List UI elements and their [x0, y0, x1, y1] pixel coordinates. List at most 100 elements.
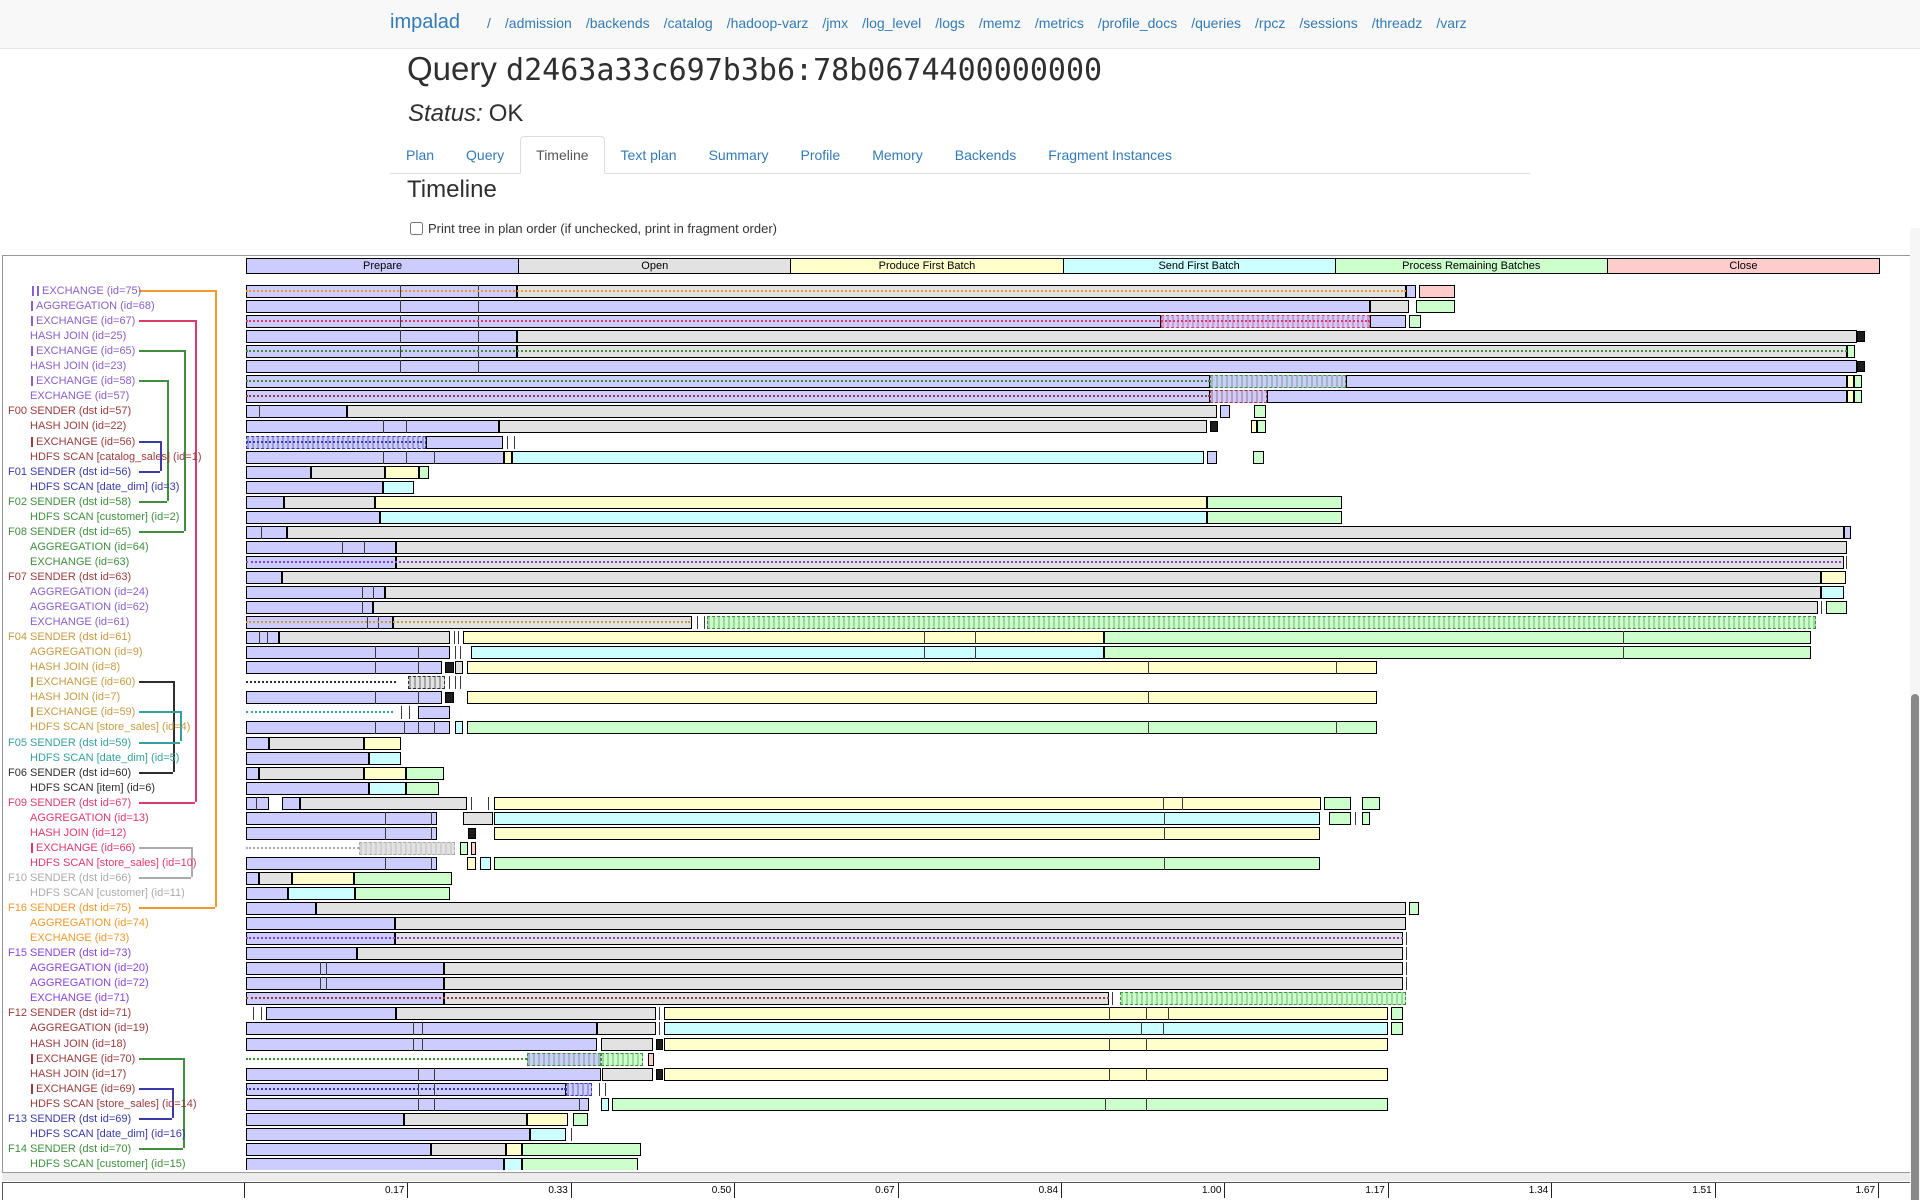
phase-segment-s: [530, 1127, 567, 1141]
timeline-bar: [246, 360, 1880, 374]
nav-link-[interactable]: /: [487, 15, 491, 31]
phase-segment-o: [407, 676, 446, 690]
phase-segment-p: [425, 435, 503, 449]
bar-tick: [326, 977, 328, 991]
phase-segment-f: [466, 661, 1377, 675]
bar-tick: [924, 631, 926, 645]
bar-tick: [1108, 1037, 1110, 1051]
nav-link-threadz[interactable]: /threadz: [1371, 15, 1423, 31]
exchange-dotted-link: [246, 290, 1407, 292]
tab-query[interactable]: Query: [466, 147, 505, 163]
status-label: Status:: [408, 100, 483, 127]
fragment-id-label: F10: [8, 871, 27, 884]
phase-segment-g: [1252, 450, 1264, 464]
tree-node-label: EXCHANGE (id=63): [30, 555, 130, 568]
bar-tick: [342, 540, 344, 554]
vertical-scrollbar-track[interactable]: [1910, 228, 1920, 1200]
bar-tick: [1821, 601, 1823, 615]
tab-summary[interactable]: Summary: [708, 147, 769, 163]
bar-marker: [445, 692, 454, 704]
bar-tick: [448, 676, 450, 690]
horizontal-scrollbar[interactable]: [2, 1173, 1914, 1181]
nav-link-catalog[interactable]: /catalog: [663, 15, 713, 31]
timeline-canvas: Prepare Open Produce First Batch Send First…: [2, 255, 1916, 1173]
nav-link-queries[interactable]: /queries: [1191, 15, 1242, 31]
nav-link-jmx[interactable]: /jmx: [822, 15, 849, 31]
timeline-bar: [246, 330, 1880, 344]
exchange-sender-connector: [139, 771, 173, 774]
bar-tick: [433, 450, 435, 464]
timeline-bar: [246, 721, 1880, 735]
tree-indent-guide: [31, 346, 33, 357]
tab-profile[interactable]: Profile: [800, 147, 841, 163]
phase-segment-p: [1206, 450, 1217, 464]
nav-link-backends[interactable]: /backends: [585, 15, 650, 31]
phase-segment-p: [246, 1037, 598, 1051]
phase-segment-f: [505, 1142, 523, 1156]
bar-tick: [430, 811, 432, 825]
phase-segment-f: [527, 1112, 568, 1126]
phase-segment-g: [522, 1142, 642, 1156]
phase-segment-g: [1409, 315, 1421, 329]
legend-phase-prepare: Prepare: [246, 258, 520, 274]
tab-text-plan[interactable]: Text plan: [620, 147, 677, 163]
timeline-bar: [246, 601, 1880, 615]
bar-tick: [399, 360, 401, 374]
bar-tick: [1147, 661, 1149, 675]
phase-segment-f: [363, 766, 407, 780]
exchange-dotted-link: [246, 681, 397, 684]
timeline-bar: [246, 856, 1880, 870]
phase-segment-p: [1406, 285, 1416, 298]
phase-segment-p: [1844, 525, 1851, 539]
tree-indent-guide: [32, 286, 34, 296]
tree-indent-guide: [31, 677, 33, 688]
phase-segment-p: [246, 570, 282, 584]
nav-link-sessions[interactable]: /sessions: [1299, 15, 1358, 31]
phase-segment-s: [379, 510, 1207, 524]
fragment-id-label: F14: [8, 1142, 27, 1155]
phase-segment-o: [443, 977, 1403, 991]
phase-segment-p: [246, 1142, 431, 1156]
impalad-brand-link[interactable]: impalad: [390, 11, 461, 33]
phase-segment-s: [288, 887, 356, 900]
nav-link-logs[interactable]: /logs: [935, 15, 965, 31]
bar-tick: [1845, 555, 1847, 569]
phase-segment-p: [246, 465, 312, 479]
bar-marker: [1857, 331, 1866, 343]
bar-tick: [255, 796, 257, 810]
phase-segment-p: [1210, 375, 1346, 389]
plan-order-checkbox[interactable]: [410, 222, 423, 235]
tree-node-label: AGGREGATION (id=72): [30, 977, 149, 990]
tab-backends[interactable]: Backends: [954, 147, 1017, 163]
nav-link-rpcz[interactable]: /rpcz: [1255, 15, 1286, 31]
nav-link-profile_docs[interactable]: /profile_docs: [1097, 15, 1178, 31]
nav-link-varz[interactable]: /varz: [1436, 15, 1467, 31]
phase-segment-g: [1415, 300, 1456, 314]
tab-fragment-instances[interactable]: Fragment Instances: [1048, 147, 1172, 163]
phase-segment-o: [268, 736, 364, 750]
nav-link-hadoopvarz[interactable]: /hadoop-varz: [726, 15, 809, 31]
nav-link-memz[interactable]: /memz: [978, 15, 1021, 31]
bar-tick: [478, 330, 480, 344]
tab-memory[interactable]: Memory: [872, 147, 923, 163]
bar-tick: [598, 1082, 600, 1096]
nav-link-metrics[interactable]: /metrics: [1034, 15, 1084, 31]
bar-tick: [1141, 1022, 1143, 1036]
nav-link-log_level[interactable]: /log_level: [862, 15, 922, 31]
bar-tick: [1146, 1037, 1148, 1051]
tree-node-label: AGGREGATION (id=9): [30, 646, 143, 659]
tab-timeline[interactable]: Timeline: [520, 136, 605, 174]
bar-tick: [409, 706, 411, 720]
vertical-scrollbar-thumb[interactable]: [1911, 694, 1919, 1200]
timeline-bar: [246, 616, 1880, 630]
nav-link-admission[interactable]: /admission: [504, 15, 572, 31]
tab-plan[interactable]: Plan: [406, 147, 435, 163]
bar-tick: [924, 646, 926, 660]
plan-order-label[interactable]: Print tree in plan order (if unchecked, …: [428, 221, 778, 236]
fragment-id-label: F07: [8, 570, 27, 583]
phase-segment-f: [1847, 375, 1854, 389]
bar-tick: [1182, 796, 1184, 810]
exchange-sender-connector: [139, 350, 184, 353]
phase-segment-f: [466, 856, 477, 870]
tree-node-label: SENDER (dst id=73): [30, 947, 132, 960]
